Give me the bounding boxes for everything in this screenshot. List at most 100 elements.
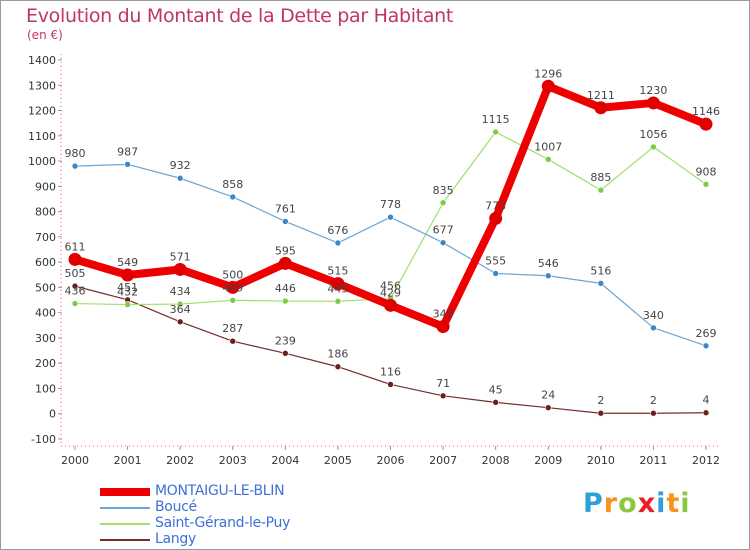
data-point [702, 181, 710, 188]
data-label: 446 [275, 282, 296, 295]
data-label: 1211 [587, 89, 615, 102]
data-point [68, 252, 82, 266]
data-label: 432 [117, 286, 138, 299]
legend-item-langy: Langy [100, 531, 420, 548]
y-tick-label: 700 [35, 231, 56, 244]
logo-letter: t [666, 488, 681, 519]
logo-letter: r [603, 488, 619, 519]
data-point [544, 272, 552, 280]
x-tick-label: 2006 [377, 454, 405, 467]
data-label: 858 [222, 178, 243, 191]
data-label: 549 [117, 256, 138, 269]
data-label: 116 [380, 365, 401, 378]
data-point [387, 213, 394, 221]
logo-letter: i [656, 488, 667, 519]
data-point [229, 193, 237, 201]
data-label: 546 [538, 257, 559, 270]
data-point [71, 282, 79, 290]
x-tick-label: 2008 [482, 454, 510, 467]
data-label: 2 [597, 394, 604, 407]
data-point [384, 298, 397, 312]
data-point [650, 324, 657, 332]
data-label: 500 [222, 268, 243, 281]
data-label: 456 [380, 280, 401, 293]
data-label: 835 [433, 184, 454, 197]
data-point [597, 409, 605, 417]
data-point [439, 392, 447, 400]
data-point [387, 381, 394, 388]
data-point [334, 297, 342, 305]
legend-label-langy: Langy [155, 531, 196, 547]
logo-letter: o [618, 488, 638, 519]
data-label: 1056 [639, 128, 667, 141]
data-point [492, 270, 499, 277]
data-point [176, 174, 184, 182]
y-tick-label: 400 [35, 307, 56, 320]
legend-label-saint-gerand: Saint-Gérand-le-Puy [155, 515, 291, 531]
data-label: 186 [327, 348, 348, 361]
data-label: 345 [433, 308, 454, 321]
data-point [702, 409, 710, 417]
data-point [71, 162, 79, 170]
data-point [541, 79, 555, 93]
chart-title: Evolution du Montant de la Dette par Hab… [26, 5, 454, 27]
y-tick-label: 600 [35, 256, 56, 269]
x-tick-label: 2005 [324, 454, 352, 467]
logo-letter: i [680, 488, 691, 519]
data-label: 773 [485, 199, 506, 212]
data-label: 436 [65, 285, 86, 298]
data-label: 445 [327, 282, 348, 295]
data-point [176, 300, 184, 308]
data-point [121, 268, 135, 282]
logo-letter: x [637, 488, 657, 519]
x-tick-label: 2000 [61, 454, 89, 467]
data-label: 676 [327, 224, 348, 237]
y-tick-label: 1000 [28, 155, 56, 168]
data-point [229, 337, 237, 345]
x-tick-label: 2012 [692, 454, 720, 467]
y-tick-label: 1300 [28, 79, 56, 92]
data-point [439, 199, 447, 207]
legend-swatch-montaigu [100, 488, 150, 496]
x-tick-label: 2010 [587, 454, 615, 467]
x-tick-label: 2009 [534, 454, 562, 467]
data-point [282, 297, 289, 305]
data-point [492, 399, 499, 406]
data-point [650, 143, 657, 151]
data-point [646, 96, 660, 110]
proxiti-logo[interactable]: Proxiti [583, 488, 691, 519]
data-point [176, 318, 184, 326]
legend-item-bouce: Boucé [100, 499, 420, 516]
data-label: 239 [275, 334, 296, 347]
data-label: 449 [222, 281, 243, 294]
chart-unit: (en €) [27, 28, 63, 42]
legend-label-montaigu: MONTAIGU-LE-BLIN [155, 483, 285, 499]
data-label: 364 [170, 303, 191, 316]
data-point [597, 186, 605, 194]
data-point [334, 363, 342, 371]
data-label: 505 [65, 267, 86, 280]
y-tick-label: 200 [35, 357, 56, 370]
legend-swatch-langy [100, 539, 150, 541]
legend-item-saint-gerand: Saint-Gérand-le-Puy [100, 515, 420, 532]
legend-item-montaigu: MONTAIGU-LE-BLIN [100, 483, 420, 500]
data-point [278, 256, 292, 270]
x-tick-label: 2001 [114, 454, 142, 467]
data-label: 885 [590, 171, 611, 184]
data-label: 434 [170, 285, 191, 298]
data-label: 761 [275, 202, 296, 215]
data-label: 611 [65, 240, 86, 253]
data-point [124, 161, 131, 168]
y-tick-label: -100 [31, 433, 56, 446]
data-label: 1007 [534, 140, 562, 153]
data-label: 1230 [639, 84, 667, 97]
data-point [650, 409, 657, 417]
data-label: 287 [222, 322, 243, 335]
data-label: 516 [590, 264, 611, 277]
data-label: 451 [117, 281, 138, 294]
data-label: 778 [380, 198, 401, 211]
x-tick-label: 2007 [429, 454, 457, 467]
data-label: 980 [65, 147, 86, 160]
x-tick-label: 2004 [271, 454, 299, 467]
